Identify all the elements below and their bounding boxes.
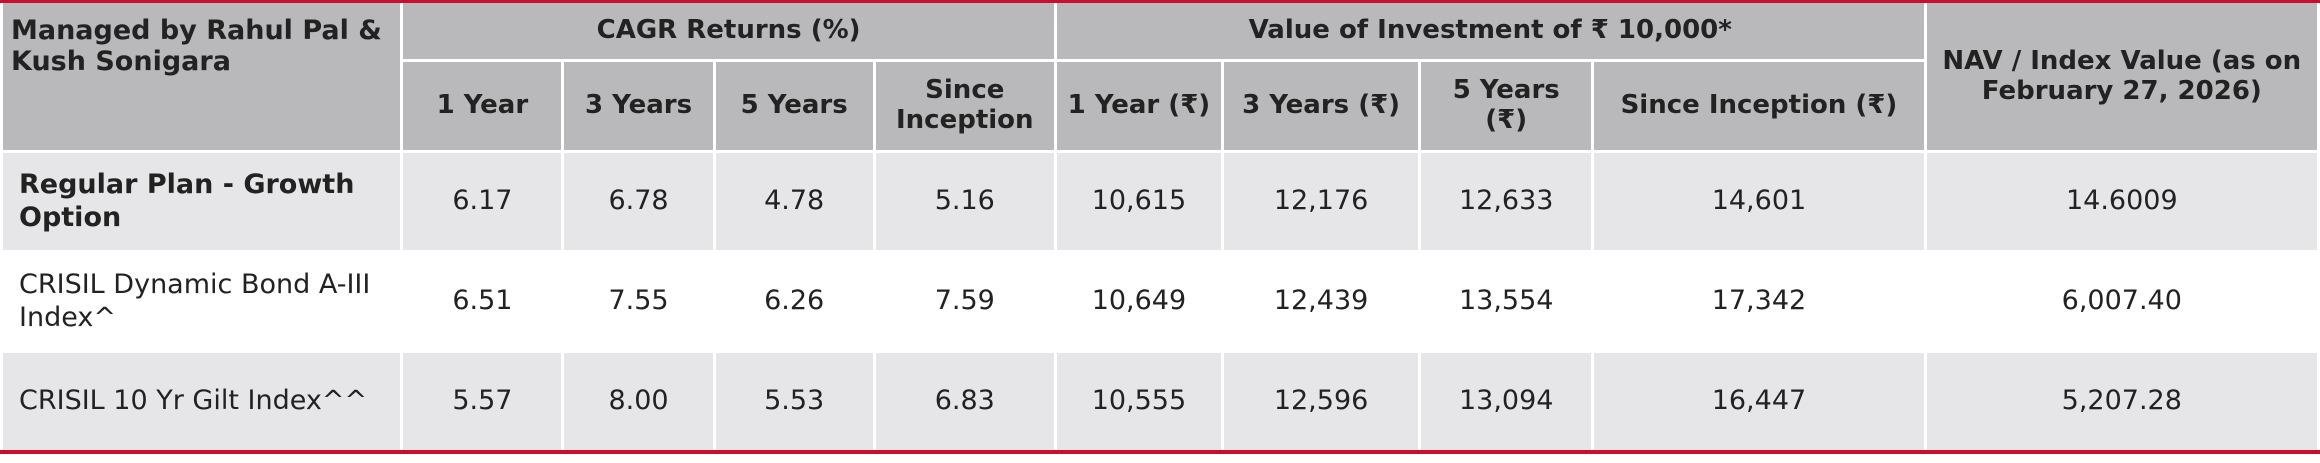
table-body: Regular Plan - Growth Option 6.17 6.78 4.78… [3, 153, 2317, 450]
cell: 6.78 [564, 153, 713, 250]
table-row: CRISIL Dynamic Bond A-III Index^ 6.51 7.55… [3, 253, 2317, 350]
row-label: Regular Plan - Growth Option [3, 153, 401, 250]
table-row: Regular Plan - Growth Option 6.17 6.78 4.78… [3, 153, 2317, 250]
cell: 12,176 [1224, 153, 1419, 250]
cell: 7.59 [875, 253, 1054, 350]
row-label: CRISIL 10 Yr Gilt Index^^ [3, 353, 401, 450]
cell: 12,596 [1224, 353, 1419, 450]
cell: 6,007.40 [1926, 253, 2317, 350]
cell: 14.6009 [1926, 153, 2317, 250]
cell: 5,207.28 [1926, 353, 2317, 450]
cell: 13,094 [1421, 353, 1592, 450]
value-group-header: Value of Investment of ₹ 10,000* [1056, 3, 1924, 59]
cell: 6.26 [715, 253, 873, 350]
column-header: 5 Years [715, 62, 873, 150]
cell: 4.78 [715, 153, 873, 250]
table-row: CRISIL 10 Yr Gilt Index^^ 5.57 8.00 5.53 6.8… [3, 353, 2317, 450]
column-header: Since Inception (₹) [1594, 62, 1924, 150]
cell: 17,342 [1594, 253, 1924, 350]
cell: 14,601 [1594, 153, 1924, 250]
cell: 13,554 [1421, 253, 1592, 350]
cagr-group-header: CAGR Returns (%) [403, 3, 1054, 59]
cell: 10,649 [1056, 253, 1221, 350]
column-header: Since Inception [875, 62, 1054, 150]
cell: 12,439 [1224, 253, 1419, 350]
cell: 6.83 [875, 353, 1054, 450]
returns-table: Managed by Rahul Pal & Kush Sonigara CAG… [3, 3, 2317, 450]
column-header: 1 Year (₹) [1056, 62, 1221, 150]
nav-header: NAV / Index Value (as on February 27, 20… [1926, 3, 2317, 150]
manager-header: Managed by Rahul Pal & Kush Sonigara [3, 3, 401, 150]
cell: 10,615 [1056, 153, 1221, 250]
column-header: 3 Years [564, 62, 713, 150]
cell: 5.53 [715, 353, 873, 450]
column-header-row: 1 Year 3 Years 5 Years Since Inception 1 Yea… [3, 62, 2317, 150]
cell: 8.00 [564, 353, 713, 450]
cell: 10,555 [1056, 353, 1221, 450]
row-label: CRISIL Dynamic Bond A-III Index^ [3, 253, 401, 350]
cell: 5.16 [875, 153, 1054, 250]
column-header: 5 Years (₹) [1421, 62, 1592, 150]
column-header: 3 Years (₹) [1224, 62, 1419, 150]
cell: 7.55 [564, 253, 713, 350]
cell: 5.57 [403, 353, 562, 450]
cell: 6.51 [403, 253, 562, 350]
cell: 16,447 [1594, 353, 1924, 450]
cell: 6.17 [403, 153, 562, 250]
cell: 12,633 [1421, 153, 1592, 250]
column-header: 1 Year [403, 62, 562, 150]
